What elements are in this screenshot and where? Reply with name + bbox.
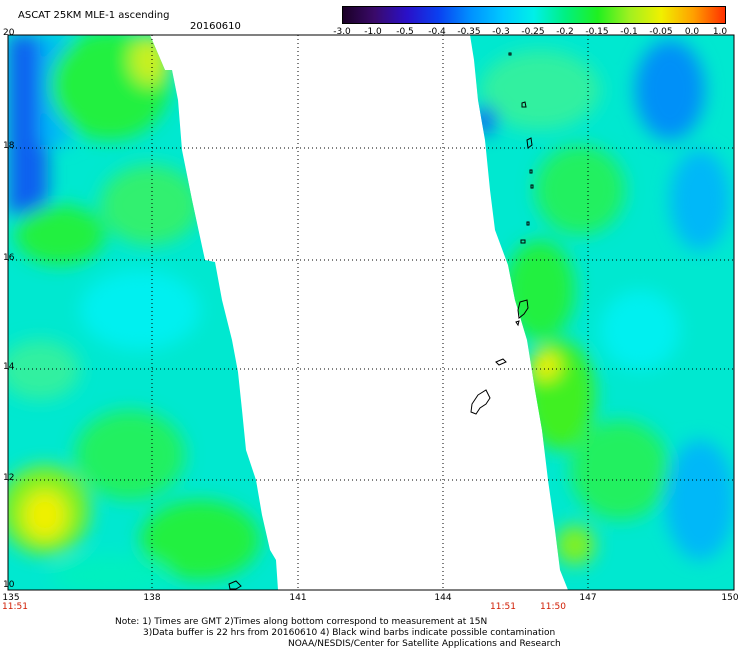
lon-label: 147 xyxy=(579,593,597,603)
pagan-island xyxy=(526,137,533,149)
note-line-1: Note: 1) Times are GMT 2)Times along bot… xyxy=(115,617,488,627)
tinian-saipan-island xyxy=(517,299,529,319)
colorbar-label: -1.0 xyxy=(364,27,382,37)
map-date: 20160610 xyxy=(190,21,241,32)
note-line-3: NOAA/NESDIS/Center for Satellite Applica… xyxy=(288,639,561,649)
lat-label: 20 xyxy=(3,28,15,38)
colorbar-label: -0.05 xyxy=(649,27,673,37)
colorbar-label: -0.3 xyxy=(492,27,510,37)
pass-time-right-a: 11:51 xyxy=(490,602,516,612)
lon-label: 141 xyxy=(289,593,307,603)
colorbar-label: 0.0 xyxy=(684,27,700,37)
colorbar-label: 1.0 xyxy=(712,27,728,37)
pass-time-right-b: 11:50 xyxy=(540,602,566,612)
aguijan-island xyxy=(515,320,520,327)
alamagan-island xyxy=(529,169,533,174)
colorbar-label: -0.35 xyxy=(457,27,481,37)
map-frame xyxy=(7,34,735,591)
colorbar-label: -3.0 xyxy=(333,27,351,37)
graticule xyxy=(8,35,734,590)
lon-label: 150 xyxy=(721,593,739,603)
map-title: ASCAT 25KM MLE-1 ascending xyxy=(18,10,170,21)
sarigan-island xyxy=(526,221,530,226)
colorbar-label: -0.15 xyxy=(585,27,609,37)
island-outlines xyxy=(228,52,534,590)
lat-label: 12 xyxy=(3,473,15,483)
lat-label: 16 xyxy=(3,253,15,263)
colorbar-label: -0.2 xyxy=(556,27,574,37)
left-swath xyxy=(8,35,278,590)
lon-label: 135 xyxy=(2,593,20,603)
guguan-island xyxy=(530,184,534,189)
lat-label: 18 xyxy=(3,141,15,151)
agrihan-island xyxy=(521,101,527,108)
colorbar-label: -0.4 xyxy=(428,27,446,37)
right-swath xyxy=(470,35,734,590)
southern-shoal-island xyxy=(228,580,242,590)
pass-time-left: 11:51 xyxy=(2,602,28,612)
lat-label: 10 xyxy=(3,580,15,590)
rota-island xyxy=(495,358,507,366)
colorbar xyxy=(342,6,726,24)
colorbar-label: -0.25 xyxy=(521,27,545,37)
farallon-island xyxy=(508,52,512,56)
lat-label: 14 xyxy=(3,362,15,372)
anatahan-island xyxy=(520,239,526,244)
lon-label: 138 xyxy=(143,593,161,603)
colorbar-label: -0.1 xyxy=(620,27,638,37)
lon-label: 144 xyxy=(434,593,452,603)
colorbar-label: -0.5 xyxy=(396,27,414,37)
note-line-2: 3)Data buffer is 22 hrs from 20160610 4)… xyxy=(143,628,556,638)
guam-island xyxy=(470,389,491,415)
